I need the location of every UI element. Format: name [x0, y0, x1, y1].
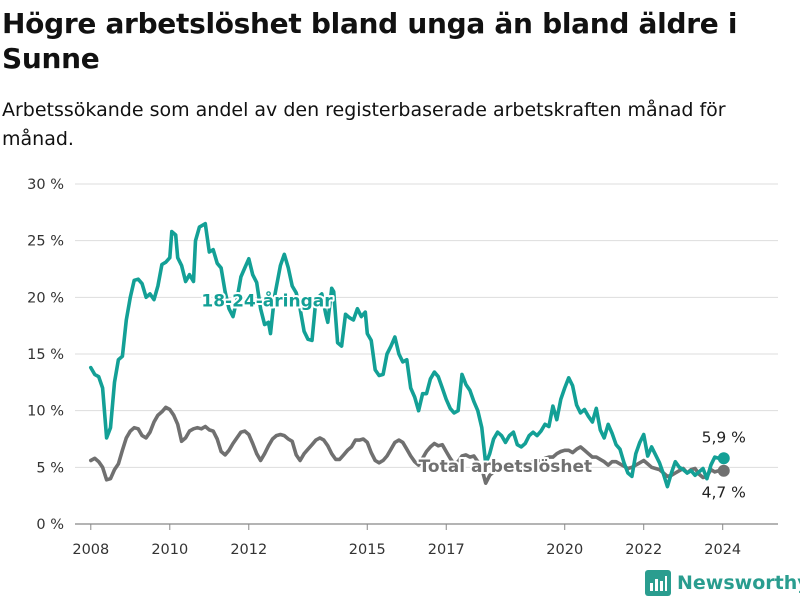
series-end-label-total: 4,7 % — [702, 484, 746, 502]
y-tick-label: 10 % — [27, 404, 64, 420]
newsworthy-logo: Newsworthy — [645, 568, 800, 598]
x-tick-label: 2015 — [349, 542, 386, 558]
series-line-total — [89, 405, 721, 485]
bar-chart-logo-icon — [645, 570, 671, 596]
x-tick-label: 2022 — [625, 542, 662, 558]
series-label-total: Total arbetslöshet — [419, 457, 593, 477]
series-label-youth: 18-24-åringar — [201, 289, 333, 311]
series-line-youth — [89, 221, 721, 489]
chart-subtitle: Arbetssökande som andel av den registerb… — [2, 99, 726, 150]
x-tick-label: 2020 — [546, 542, 583, 558]
chart-title: Högre arbetslöshet bland unga än bland ä… — [2, 7, 738, 75]
y-tick-label: 0 % — [36, 517, 64, 533]
x-tick-label: 2017 — [428, 542, 465, 558]
series-end-label-youth: 5,9 % — [702, 428, 746, 446]
x-tick-label: 2012 — [230, 542, 267, 558]
series-end-point-total — [717, 464, 730, 477]
x-tick-label: 2010 — [151, 542, 188, 558]
y-tick-label: 20 % — [27, 290, 64, 306]
line-chart: 0 % 5 % 10 % 15 % 20 % 25 % 30 % 2008 2010 2012 20… — [27, 177, 778, 558]
series-end-point-youth — [717, 452, 730, 465]
y-tick-label: 25 % — [27, 234, 64, 250]
y-tick-label: 30 % — [27, 177, 64, 193]
y-tick-label: 15 % — [27, 347, 64, 363]
x-tick-label: 2024 — [704, 542, 741, 558]
y-tick-label: 5 % — [36, 460, 64, 476]
x-tick-label: 2008 — [72, 542, 109, 558]
brand-name: Newsworthy — [677, 572, 800, 594]
